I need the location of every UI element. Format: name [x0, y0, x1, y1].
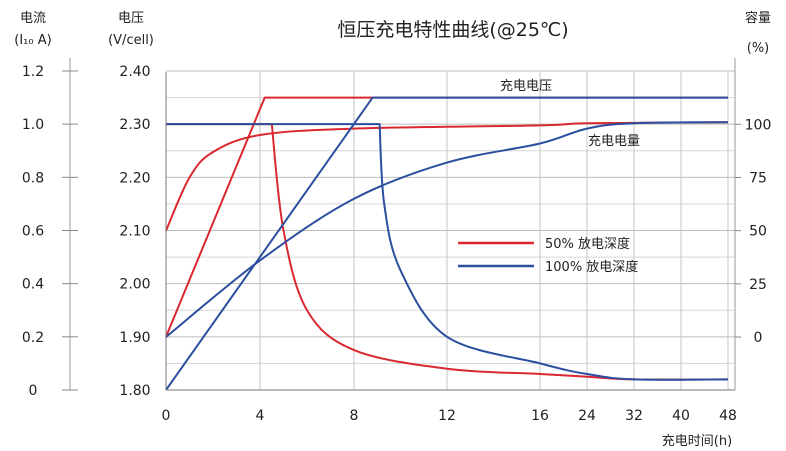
x-tick-label: 8 — [350, 408, 359, 424]
x-tick-label: 16 — [531, 408, 549, 424]
current-tick-label: 1.0 — [22, 117, 44, 133]
voltage-axis-unit: (V/cell) — [108, 33, 154, 48]
voltage-tick-label: 2.40 — [119, 64, 150, 80]
capacity-tick-label: 0 — [754, 330, 763, 346]
capacity-axis-unit: (%) — [747, 41, 770, 56]
x-axis-label: 充电时间(h) — [662, 433, 732, 449]
x-tick-label: 32 — [625, 408, 643, 424]
current-tick-label: 0.4 — [22, 277, 44, 293]
x-tick-label: 40 — [672, 408, 690, 424]
series-100-current-line — [166, 123, 729, 381]
voltage-tick-label: 1.80 — [119, 383, 150, 399]
current-tick-label: 1.2 — [22, 64, 44, 80]
chart-title: 恒压充电特性曲线(@25℃) — [337, 19, 568, 41]
axes: 0 0.2 0.4 0.6 0.8 1.0 1.2 1.80 1.90 2.00 2.10 2.20 2… — [22, 58, 772, 424]
x-tick-label: 48 — [719, 408, 737, 424]
series-100-capacity-line — [165, 121, 729, 338]
current-tick-label: 0.8 — [22, 170, 44, 186]
voltage-tick-label: 2.30 — [119, 117, 150, 133]
legend-label-100: 100% 放电深度 — [545, 259, 638, 275]
current-tick-label: 0 — [29, 383, 38, 399]
series-100-voltage-line — [165, 96, 728, 391]
capacity-tick-label: 50 — [749, 224, 767, 240]
current-tick-label: 0.2 — [22, 330, 44, 346]
capacity-tick-label: 75 — [749, 170, 767, 186]
series-layer — [165, 96, 729, 391]
x-tick-label: 24 — [578, 408, 596, 424]
x-tick-label: 4 — [256, 408, 265, 424]
legend: 50% 放电深度 100% 放电深度 — [458, 236, 638, 275]
voltage-axis-title: 电压 — [118, 11, 144, 26]
annotation-charged-capacity: 充电电量 — [588, 133, 640, 149]
capacity-axis-title: 容量 — [745, 10, 771, 26]
annotation-charging-voltage: 充电电压 — [500, 78, 552, 94]
voltage-tick-label: 2.00 — [119, 277, 150, 293]
voltage-tick-label: 2.10 — [119, 224, 150, 240]
current-tick-label: 0.6 — [22, 223, 44, 239]
current-axis-unit: (I₁₀ A) — [14, 33, 51, 48]
capacity-tick-label: 100 — [745, 117, 772, 133]
x-tick-label: 12 — [438, 408, 456, 424]
voltage-tick-label: 2.20 — [119, 170, 150, 186]
current-axis-title: 电流 — [20, 11, 46, 26]
capacity-tick-label: 25 — [749, 277, 767, 293]
legend-label-50: 50% 放电深度 — [545, 236, 630, 252]
series-50-capacity-line — [165, 121, 729, 232]
x-tick-label: 0 — [162, 408, 171, 424]
voltage-tick-label: 1.90 — [119, 330, 150, 346]
